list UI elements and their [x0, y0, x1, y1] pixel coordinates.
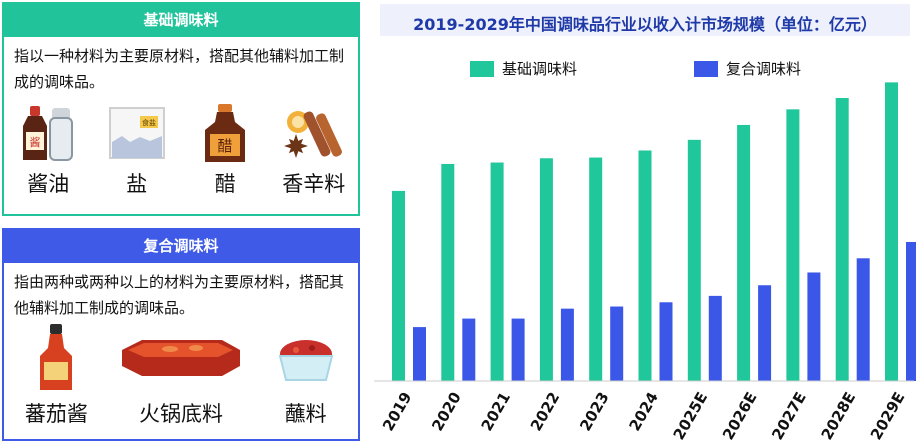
salt-icon: 食盐 [108, 107, 165, 159]
x-tick-label: 2027E [768, 389, 810, 443]
bar-basic-2028E [835, 97, 849, 381]
bar-basic-2023 [589, 157, 603, 381]
bar-basic-2020 [441, 163, 455, 381]
bar-compound-2019 [413, 327, 426, 381]
bar-basic-2022 [539, 158, 553, 381]
legend-basic-swatch [470, 60, 494, 77]
chart-title-box: 2019-2029年中国调味品行业以收入计市场规模（单位：亿元） [380, 4, 910, 36]
salt-label-text: 食盐 [142, 118, 156, 127]
bar-basic-2026E [737, 124, 751, 381]
item-salt: 食盐 盐 [93, 102, 181, 198]
item-ketchup: 蕃茄酱 [12, 322, 100, 428]
bar-compound-2028E [856, 258, 870, 381]
basic-seasoning-panel: 基础调味料 指以一种材料为主要原材料，搭配其他辅料加工制成的调味品。 酱 酱油 … [2, 2, 360, 216]
x-tick-label: 2029E [867, 389, 909, 443]
bar-compound-2024 [659, 302, 673, 381]
hotpot-base-label: 火锅底料 [138, 402, 223, 426]
x-tick-label: 2021 [478, 389, 514, 434]
bar-basic-2027E [786, 109, 800, 381]
compound-seasoning-description: 指由两种或两种以上的材料为主要原材料，搭配其他辅料加工制成的调味品。 [14, 273, 345, 317]
bar-compound-2025E [708, 295, 722, 381]
x-tick-label: 2023 [576, 389, 612, 434]
x-tick-label: 2026E [719, 389, 761, 443]
bar-compound-2026E [758, 285, 772, 381]
soy-label-text: 酱 [30, 135, 41, 149]
legend-compound-swatch [694, 60, 718, 77]
bar-basic-2029E [885, 82, 898, 381]
item-spices: 香辛料 [270, 102, 358, 198]
spices-label: 香辛料 [282, 172, 346, 196]
x-tick-label: 2022 [527, 389, 563, 434]
compound-seasoning-title: 复合调味料 [4, 230, 358, 263]
chart-title: 2019-2029年中国调味品行业以收入计市场规模（单位：亿元） [413, 15, 877, 34]
soy-sauce-icon: 酱 [23, 106, 74, 161]
compound-seasoning-panel: 复合调味料 指由两种或两种以上的材料为主要原材料，搭配其他辅料加工制成的调味品。… [2, 228, 360, 441]
legend-basic-label: 基础调味料 [502, 60, 578, 78]
item-vinegar: 醋 醋 [181, 102, 269, 198]
bar-compound-2022 [560, 308, 574, 381]
market-size-chart: 2019-2029年中国调味品行业以收入计市场规模（单位：亿元） 基础调味料 复… [366, 0, 916, 445]
x-tick-label: 2020 [428, 389, 464, 434]
vinegar-icon: 醋 [205, 104, 246, 162]
x-tick-label: 2025E [670, 389, 712, 443]
hotpot-base-icon [121, 340, 240, 376]
dipping-sauce-label: 蘸料 [284, 402, 327, 426]
salt-label: 盐 [126, 172, 148, 196]
legend-compound: 复合调味料 [694, 58, 801, 79]
spices-icon [283, 111, 342, 158]
x-tick-label: 2019 [379, 389, 415, 434]
bar-compound-2027E [807, 272, 821, 381]
chart-plot: 2019 2020 2021 2022 2023 2024 2025E 2026E 2027E 2… [374, 82, 916, 443]
compound-seasoning-items: 蕃茄酱 火锅底料 蘸料 [4, 322, 358, 428]
bar-compound-2023 [610, 306, 624, 381]
bar-basic-2019 [392, 190, 405, 381]
ketchup-label: 蕃茄酱 [24, 402, 88, 426]
item-soy-sauce: 酱 酱油 [4, 102, 92, 198]
item-hotpot-base: 火锅底料 [117, 322, 245, 428]
soy-sauce-label: 酱油 [27, 172, 70, 196]
basic-seasoning-description: 指以一种材料为主要原材料，搭配其他辅料加工制成的调味品。 [14, 47, 345, 91]
bar-compound-2020 [462, 318, 476, 381]
bar-basic-2025E [687, 139, 701, 381]
legend-compound-label: 复合调味料 [726, 60, 802, 78]
x-tick-label: 2024 [626, 389, 662, 434]
item-dipping-sauce: 蘸料 [262, 322, 350, 428]
bar-compound-2029E [906, 241, 916, 381]
bar-basic-2024 [638, 150, 652, 381]
vinegar-label: 醋 [214, 172, 236, 196]
bar-compound-2021 [511, 318, 525, 381]
basic-seasoning-title: 基础调味料 [4, 4, 358, 37]
ketchup-icon [40, 324, 73, 390]
bar-basic-2021 [490, 162, 504, 381]
dipping-sauce-icon [278, 340, 333, 381]
x-tick-label: 2028E [818, 389, 860, 443]
basic-seasoning-items: 酱 酱油 食盐 盐 醋 醋 [4, 102, 358, 198]
legend-basic: 基础调味料 [470, 58, 577, 79]
vinegar-label-text: 醋 [218, 137, 233, 155]
